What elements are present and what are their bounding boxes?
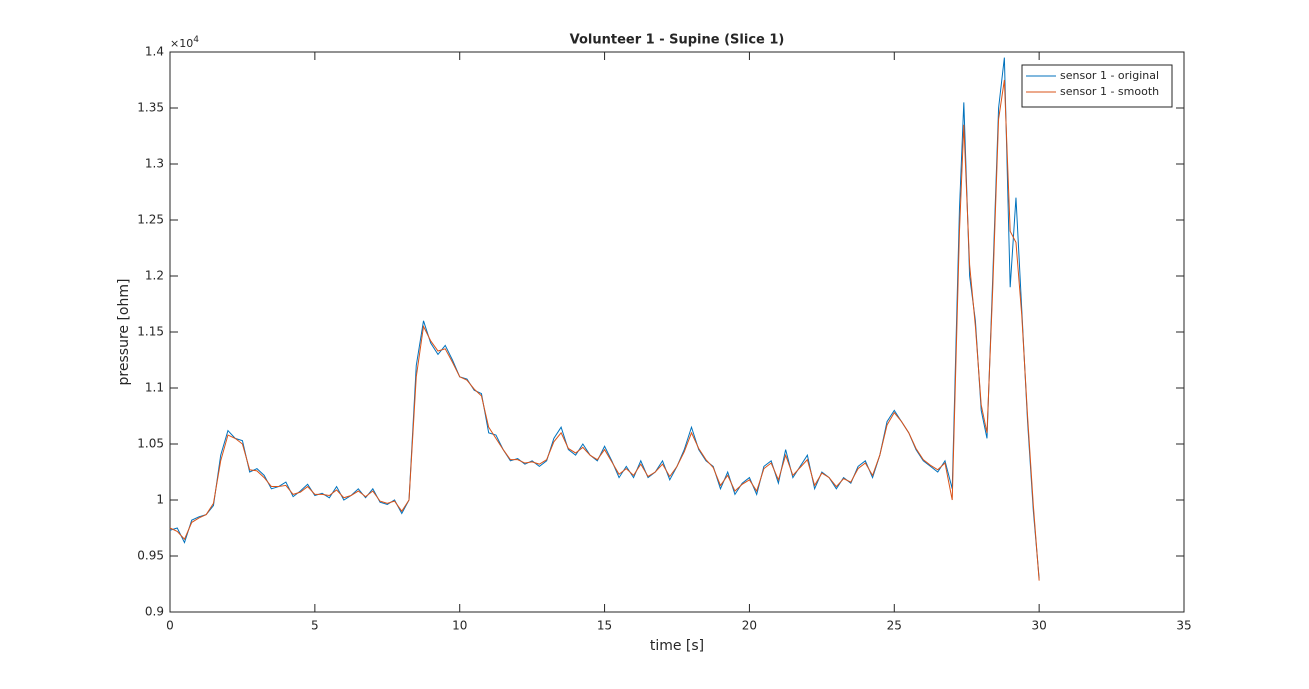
y-tick-label: 1.25 [137,213,164,227]
y-tick-label: 1.05 [137,437,164,451]
y-axis-label: pressure [ohm] [116,279,132,386]
legend-box [1021,64,1173,108]
legend-label: sensor 1 - smooth [1060,85,1159,98]
x-tick-label: 15 [597,619,612,633]
chart-title: Volunteer 1 - Supine (Slice 1) [570,33,785,48]
x-tick-label: 35 [1176,619,1191,633]
x-tick-label: 10 [452,619,467,633]
y-tick-label: 1.15 [137,325,164,339]
y-tick-label: 1.1 [145,381,164,395]
x-tick-label: 20 [742,619,757,633]
x-tick-label: 5 [311,619,319,633]
x-tick-label: 30 [1032,619,1047,633]
x-tick-label: 25 [887,619,902,633]
plot-area [169,51,1185,613]
legend-label: sensor 1 - original [1060,69,1159,82]
y-exponent: ×104 [170,35,199,51]
y-exponent-power: 4 [193,35,199,45]
y-tick-label: 1 [156,493,164,507]
y-tick-label: 1.2 [145,269,164,283]
y-tick-label: 1.3 [145,157,164,171]
y-tick-label: 1.35 [137,101,164,115]
y-tick-label: 0.9 [145,605,164,619]
x-tick-label: 0 [166,619,174,633]
series-line [169,79,1040,581]
y-tick-label: 0.95 [137,549,164,563]
y-tick-label: 1.4 [145,45,164,59]
x-axis-label: time [s] [650,638,704,654]
y-exponent-base: ×10 [170,37,193,50]
